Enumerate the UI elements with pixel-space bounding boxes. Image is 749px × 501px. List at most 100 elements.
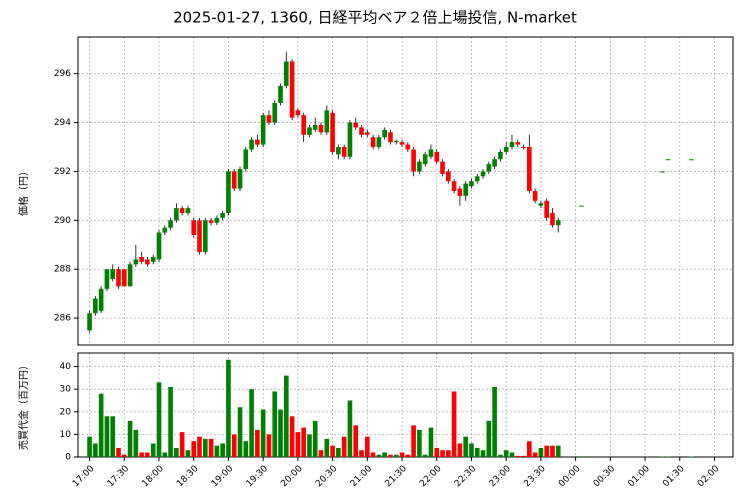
- candle-body: [232, 171, 237, 188]
- candle-body: [487, 164, 492, 171]
- volume-bar: [353, 425, 358, 457]
- volume-bar: [134, 430, 139, 457]
- candle-body: [660, 171, 665, 172]
- volume-bar: [122, 455, 127, 457]
- candle-body: [365, 132, 370, 134]
- volume-bar: [145, 452, 150, 457]
- volume-bar: [151, 443, 156, 457]
- volume-bar: [324, 439, 329, 457]
- y-axis-label: 価格（円）: [17, 166, 30, 216]
- volume-bar: [452, 391, 457, 457]
- volume-bar: [313, 421, 318, 457]
- y-tick-label: 40: [60, 362, 72, 372]
- candle-body: [162, 228, 167, 233]
- volume-bar: [238, 407, 243, 457]
- volume-bar: [487, 421, 492, 457]
- candle-body: [220, 213, 225, 218]
- volume-bar: [423, 455, 428, 457]
- volume-bar: [434, 448, 439, 457]
- candle-body: [157, 233, 162, 260]
- volume-bar: [446, 450, 451, 457]
- candle-body: [209, 220, 214, 222]
- volume-bar: [348, 400, 353, 457]
- candle-body: [463, 184, 468, 196]
- y-tick-label: 286: [54, 314, 71, 324]
- volume-bar: [301, 428, 306, 457]
- volume-bar: [307, 434, 312, 457]
- candle-body: [203, 220, 208, 252]
- y-tick-label: 290: [54, 216, 71, 226]
- volume-bar: [556, 446, 561, 457]
- candle-body: [510, 142, 515, 147]
- volume-bar: [186, 450, 191, 457]
- candle-body: [330, 113, 335, 152]
- volume-bar: [388, 455, 393, 457]
- candle-body: [434, 152, 439, 162]
- volume-bar: [429, 428, 434, 457]
- candle-body: [110, 269, 115, 279]
- y-tick-label: 10: [60, 430, 72, 440]
- candle-body: [388, 132, 393, 142]
- candle-body: [348, 123, 353, 157]
- candle-body: [139, 257, 144, 262]
- y-axis-label: 売買代金（百万円）: [17, 360, 30, 450]
- candle-body: [249, 140, 254, 150]
- volume-bar: [128, 421, 133, 457]
- candle-body: [377, 137, 382, 147]
- candle-body: [394, 141, 399, 142]
- volume-bar: [481, 450, 486, 457]
- volume-bar: [533, 452, 538, 457]
- volume-bar: [359, 450, 364, 457]
- volume-bar: [463, 437, 468, 457]
- candle-body: [243, 149, 248, 169]
- volume-bar: [365, 437, 370, 457]
- candle-body: [267, 115, 272, 122]
- volume-bar: [504, 450, 509, 457]
- volume-bar: [492, 387, 497, 457]
- volume-bar: [197, 437, 202, 457]
- candle-body: [93, 299, 98, 314]
- volume-bar: [162, 452, 167, 457]
- volume-bar: [278, 410, 283, 457]
- candle-body: [527, 147, 532, 191]
- volume-bar: [99, 394, 104, 457]
- candle-body: [197, 220, 202, 252]
- y-tick-label: 30: [60, 385, 72, 395]
- candle-body: [122, 269, 127, 286]
- candle-body: [301, 115, 306, 135]
- candle-body: [556, 220, 561, 225]
- candle-body: [145, 259, 150, 264]
- candle-body: [498, 152, 503, 159]
- volume-bar: [371, 452, 376, 457]
- volume-bar: [377, 455, 382, 457]
- candle-body: [423, 154, 428, 164]
- volume-bar: [330, 446, 335, 457]
- candle-body: [666, 159, 671, 160]
- volume-bar: [382, 452, 387, 457]
- candle-body: [87, 313, 92, 330]
- y-tick-label: 0: [65, 453, 71, 463]
- volume-bar: [521, 456, 526, 457]
- y-tick-label: 294: [54, 118, 71, 128]
- candle-body: [134, 259, 139, 264]
- candle-body: [290, 61, 295, 117]
- y-tick-label: 292: [54, 167, 71, 177]
- volume-bar: [411, 425, 416, 457]
- candle-body: [116, 269, 121, 286]
- volume-bar: [243, 441, 248, 457]
- volume-bar: [527, 441, 532, 457]
- volume-bar: [417, 430, 422, 457]
- candle-body: [284, 61, 289, 85]
- candle-body: [411, 149, 416, 171]
- volume-bar: [255, 430, 260, 457]
- candle-body: [215, 218, 220, 223]
- candle-body: [417, 162, 422, 172]
- volume-bar: [400, 452, 405, 457]
- candle-body: [359, 127, 364, 134]
- volume-bar: [550, 446, 555, 457]
- volume-bar: [272, 391, 277, 457]
- candle-body: [504, 147, 509, 152]
- volume-bar: [498, 455, 503, 457]
- candle-body: [440, 162, 445, 174]
- volume-bar: [440, 450, 445, 457]
